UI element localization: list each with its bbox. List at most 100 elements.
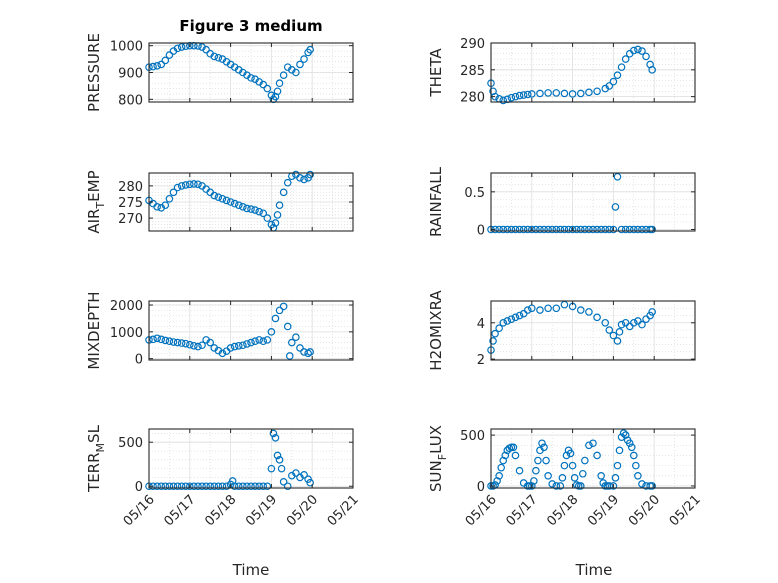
axes-7: 0 500 05/16 05/17 05/18 05/19 05/20 05/21 TERRMS… xyxy=(85,424,362,529)
data-point xyxy=(173,338,182,347)
data-point xyxy=(617,63,626,71)
data-point xyxy=(198,482,206,491)
plot-area xyxy=(491,173,695,231)
data-point xyxy=(259,337,268,346)
data-point xyxy=(536,89,544,98)
data-point xyxy=(165,337,174,346)
data-point xyxy=(251,337,259,346)
x-tick-label: 05/17 xyxy=(504,492,541,529)
data-point xyxy=(609,482,618,490)
data-point xyxy=(625,225,634,234)
data-point xyxy=(646,311,654,320)
data-point xyxy=(283,322,292,331)
y-axis-label-subscript: M xyxy=(94,443,107,453)
data-point xyxy=(560,225,569,234)
data-point xyxy=(239,341,247,350)
data-point xyxy=(609,331,618,340)
y-axis-label-part: AIR xyxy=(85,209,103,234)
axes-1: 800 900 1000 PRESSURE xyxy=(85,33,354,112)
data-point xyxy=(648,225,656,234)
y-axis-label-part: EMP xyxy=(85,170,103,201)
data-point xyxy=(230,342,239,351)
data-point xyxy=(259,482,268,491)
data-point xyxy=(251,482,259,491)
data-point xyxy=(181,181,190,189)
data-point xyxy=(576,89,585,98)
data-point xyxy=(638,320,646,329)
data-point xyxy=(605,482,614,490)
data-point xyxy=(177,339,186,347)
data-point xyxy=(648,308,656,316)
data-point xyxy=(169,188,178,197)
data-point xyxy=(638,480,646,488)
data-point xyxy=(149,62,157,71)
data-point xyxy=(609,225,618,234)
data-point xyxy=(638,47,646,55)
data-point xyxy=(558,474,567,482)
data-point xyxy=(279,302,288,311)
data-point xyxy=(593,225,601,234)
data-point xyxy=(515,91,524,100)
data-point xyxy=(263,482,272,491)
data-point xyxy=(552,225,561,234)
data-point xyxy=(605,225,614,234)
data-point xyxy=(157,60,166,69)
data-point xyxy=(519,225,528,234)
data-point xyxy=(202,482,210,491)
data-point xyxy=(538,439,546,448)
y-tick-label: 500 xyxy=(460,429,485,444)
data-point xyxy=(507,93,516,102)
data-point xyxy=(165,51,174,59)
data-point xyxy=(243,204,251,213)
data-point xyxy=(300,175,308,184)
data-point xyxy=(560,89,569,98)
data-point xyxy=(247,205,255,213)
plot-area xyxy=(491,429,695,488)
y-axis-label: MIXDEPTH xyxy=(85,291,103,369)
data-point xyxy=(609,77,618,86)
x-tick-label: 05/18 xyxy=(544,492,581,529)
data-point xyxy=(218,349,227,358)
data-point xyxy=(540,225,548,234)
data-point xyxy=(629,46,638,55)
data-point xyxy=(523,90,532,99)
data-point xyxy=(218,194,227,203)
data-point xyxy=(177,43,186,51)
data-point xyxy=(544,471,552,480)
y-axis-label: TERRMSL xyxy=(85,424,107,493)
x-tick-label: 05/20 xyxy=(284,492,321,529)
data-point xyxy=(243,340,251,348)
data-point xyxy=(153,482,161,491)
y-axis-label: PRESSURE xyxy=(85,33,103,112)
data-point xyxy=(503,225,512,234)
x-tick-label: 05/16 xyxy=(121,492,158,529)
data-point xyxy=(613,337,622,345)
data-point xyxy=(173,44,182,53)
data-point xyxy=(222,196,231,205)
y-tick-label: 1000 xyxy=(110,326,143,341)
data-point xyxy=(275,201,284,210)
data-point xyxy=(206,338,215,347)
axes-box xyxy=(490,172,696,232)
data-point xyxy=(190,341,198,350)
data-point xyxy=(296,60,304,69)
data-point xyxy=(585,441,593,450)
data-point xyxy=(564,225,573,234)
data-point xyxy=(585,308,593,316)
data-point xyxy=(255,207,263,216)
data-point xyxy=(306,45,314,54)
data-point xyxy=(206,482,215,491)
data-point xyxy=(234,482,243,491)
data-point xyxy=(194,482,202,491)
data-point xyxy=(489,337,497,345)
data-point xyxy=(495,324,503,333)
data-point xyxy=(621,225,630,234)
data-point xyxy=(568,90,577,98)
data-point xyxy=(532,466,540,475)
plot-area xyxy=(149,301,353,360)
data-point xyxy=(617,225,626,234)
data-point xyxy=(581,456,589,465)
data-point xyxy=(255,336,263,344)
axes-box xyxy=(148,428,354,489)
